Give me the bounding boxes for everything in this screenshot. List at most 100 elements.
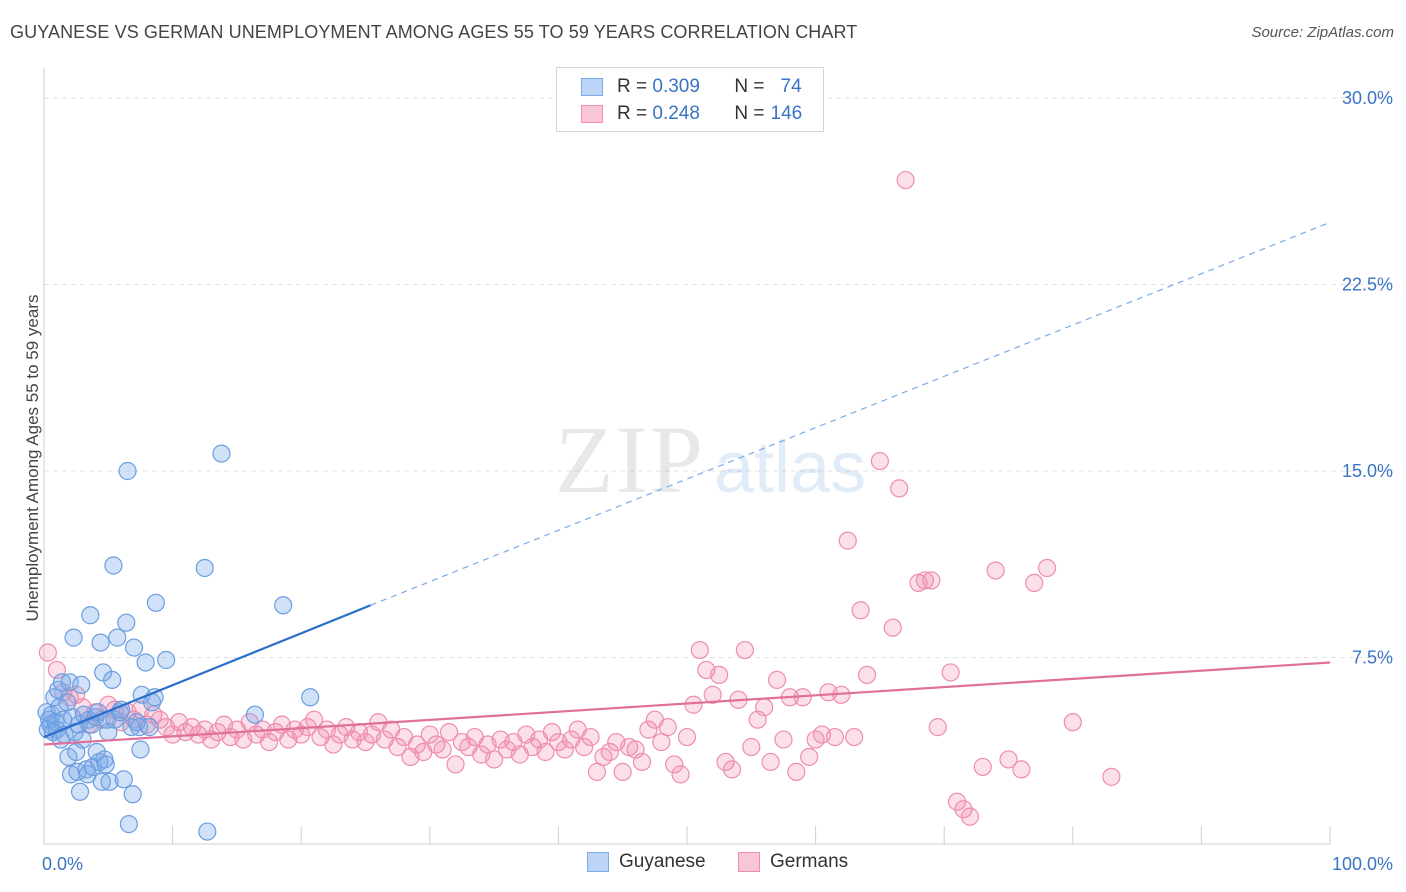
germans-point-100 — [684, 695, 703, 714]
guyanese-point-17 — [60, 673, 79, 692]
germans-point-63 — [446, 755, 465, 774]
germans-point-83 — [575, 737, 594, 757]
legend-n-value: 146 — [770, 103, 803, 124]
guyanese-point-57 — [122, 718, 141, 737]
germans-point-34 — [259, 732, 279, 752]
germans-point-101 — [690, 640, 709, 660]
germans-point-116 — [787, 762, 806, 781]
axes — [43, 68, 1331, 845]
germans-point-113 — [767, 670, 787, 689]
guyanese-point-43 — [96, 755, 115, 774]
germans-point-77 — [536, 742, 555, 762]
germans-point-129 — [883, 618, 902, 637]
germans-point-57 — [407, 735, 427, 754]
germans-point-111 — [755, 698, 774, 717]
germans-point-118 — [800, 747, 819, 767]
guyanese-point-53 — [114, 770, 133, 789]
germans-point-89 — [613, 762, 632, 781]
guyanese-point-12 — [52, 673, 72, 692]
guyanese-point-48 — [104, 556, 123, 575]
germans-point-125 — [845, 727, 864, 747]
germans-point-108 — [735, 640, 754, 660]
germans-point-78 — [542, 722, 562, 742]
germans-point-144 — [1025, 573, 1044, 593]
guyanese-point-59 — [124, 638, 144, 657]
germans-point-141 — [986, 561, 1005, 580]
guyanese-point-61 — [130, 718, 149, 737]
germans-legend-swatch — [738, 852, 760, 872]
germans-point-105 — [716, 752, 735, 772]
germans-point-62 — [439, 722, 459, 742]
guyanese-point-55 — [118, 461, 137, 481]
germans-point-140 — [973, 757, 992, 777]
x-tick-label-1: 100.0% — [1332, 854, 1393, 874]
watermark-atlas: atlas — [714, 428, 866, 508]
germans-point-126 — [851, 601, 870, 620]
guyanese-point-20 — [64, 628, 83, 647]
germans-point-112 — [761, 752, 780, 772]
guyanese-trend-line — [43, 604, 372, 739]
germans-point-87 — [600, 742, 619, 762]
guyanese-legend-label: Guyanese — [619, 851, 706, 872]
guyanese-point-58 — [123, 785, 142, 804]
correlation-legend: R = 0.309 N = 74 R = 0.248 N = 146 — [556, 67, 824, 132]
guyanese-swatch — [581, 78, 603, 96]
germans-point-145 — [1037, 558, 1057, 578]
germans-point-92 — [632, 752, 652, 772]
germans-point-109 — [742, 737, 761, 757]
germans-point-97 — [665, 755, 684, 774]
germans-point-142 — [999, 750, 1018, 769]
germans-point-138 — [954, 800, 973, 819]
guyanese-point-75 — [301, 688, 320, 707]
germans-point-114 — [774, 730, 793, 749]
germans-point-146 — [1063, 713, 1082, 732]
guyanese-points — [37, 444, 320, 841]
tick-labels: 7.5% 15.0% 22.5% 30.0% 0.0% 100.0% — [42, 88, 1393, 874]
legend-r-value: 0.248 — [652, 103, 700, 124]
guyanese-point-25 — [70, 782, 90, 801]
germans-point-104 — [710, 665, 729, 685]
guyanese-trend-extension — [370, 221, 1331, 606]
legend-item-guyanese: Guyanese — [587, 851, 706, 873]
germans-point-130 — [890, 479, 909, 498]
germans-point-135 — [928, 718, 947, 737]
germans-point-134 — [922, 571, 941, 590]
guyanese-point-70 — [195, 558, 214, 578]
source-label: Source: ZipAtlas.com — [1251, 24, 1394, 41]
guyanese-point-47 — [103, 670, 122, 689]
y-tick-label-2: 22.5% — [1342, 275, 1393, 295]
germans-point-59 — [420, 725, 439, 744]
grid-lines — [44, 97, 1392, 658]
legend-r-value: 0.309 — [652, 76, 700, 97]
guyanese-point-73 — [245, 705, 265, 724]
legend-row-guyanese: R = 0.309 N = 74 — [557, 74, 802, 100]
germans-point-61 — [433, 740, 452, 759]
legend-row-germans: R = 0.248 N = 146 — [557, 101, 802, 127]
y-tick-label-1: 15.0% — [1342, 461, 1393, 481]
germans-point-0 — [38, 643, 57, 662]
germans-point-139 — [960, 807, 980, 826]
guyanese-legend-swatch — [587, 852, 609, 872]
guyanese-point-32 — [81, 606, 100, 625]
germans-point-137 — [947, 792, 967, 811]
guyanese-point-40 — [92, 772, 111, 791]
y-tick-label-0: 7.5% — [1352, 648, 1393, 668]
germans-points — [38, 170, 1121, 826]
guyanese-point-39 — [91, 633, 110, 652]
germans-point-84 — [581, 727, 600, 747]
guyanese-point-27 — [73, 730, 92, 749]
legend-r-label: R = — [617, 76, 648, 97]
guyanese-point-68 — [146, 593, 165, 612]
trend-lines — [43, 221, 1331, 746]
germans-point-127 — [857, 665, 877, 685]
germans-point-106 — [722, 760, 742, 779]
germans-point-136 — [941, 663, 960, 682]
germans-point-103 — [703, 685, 722, 704]
guyanese-point-62 — [131, 740, 150, 759]
guyanese-point-56 — [119, 815, 138, 834]
germans-point-124 — [838, 531, 857, 550]
guyanese-point-65 — [140, 718, 159, 737]
germans-point-25 — [202, 730, 221, 749]
germans-point-131 — [896, 170, 915, 190]
